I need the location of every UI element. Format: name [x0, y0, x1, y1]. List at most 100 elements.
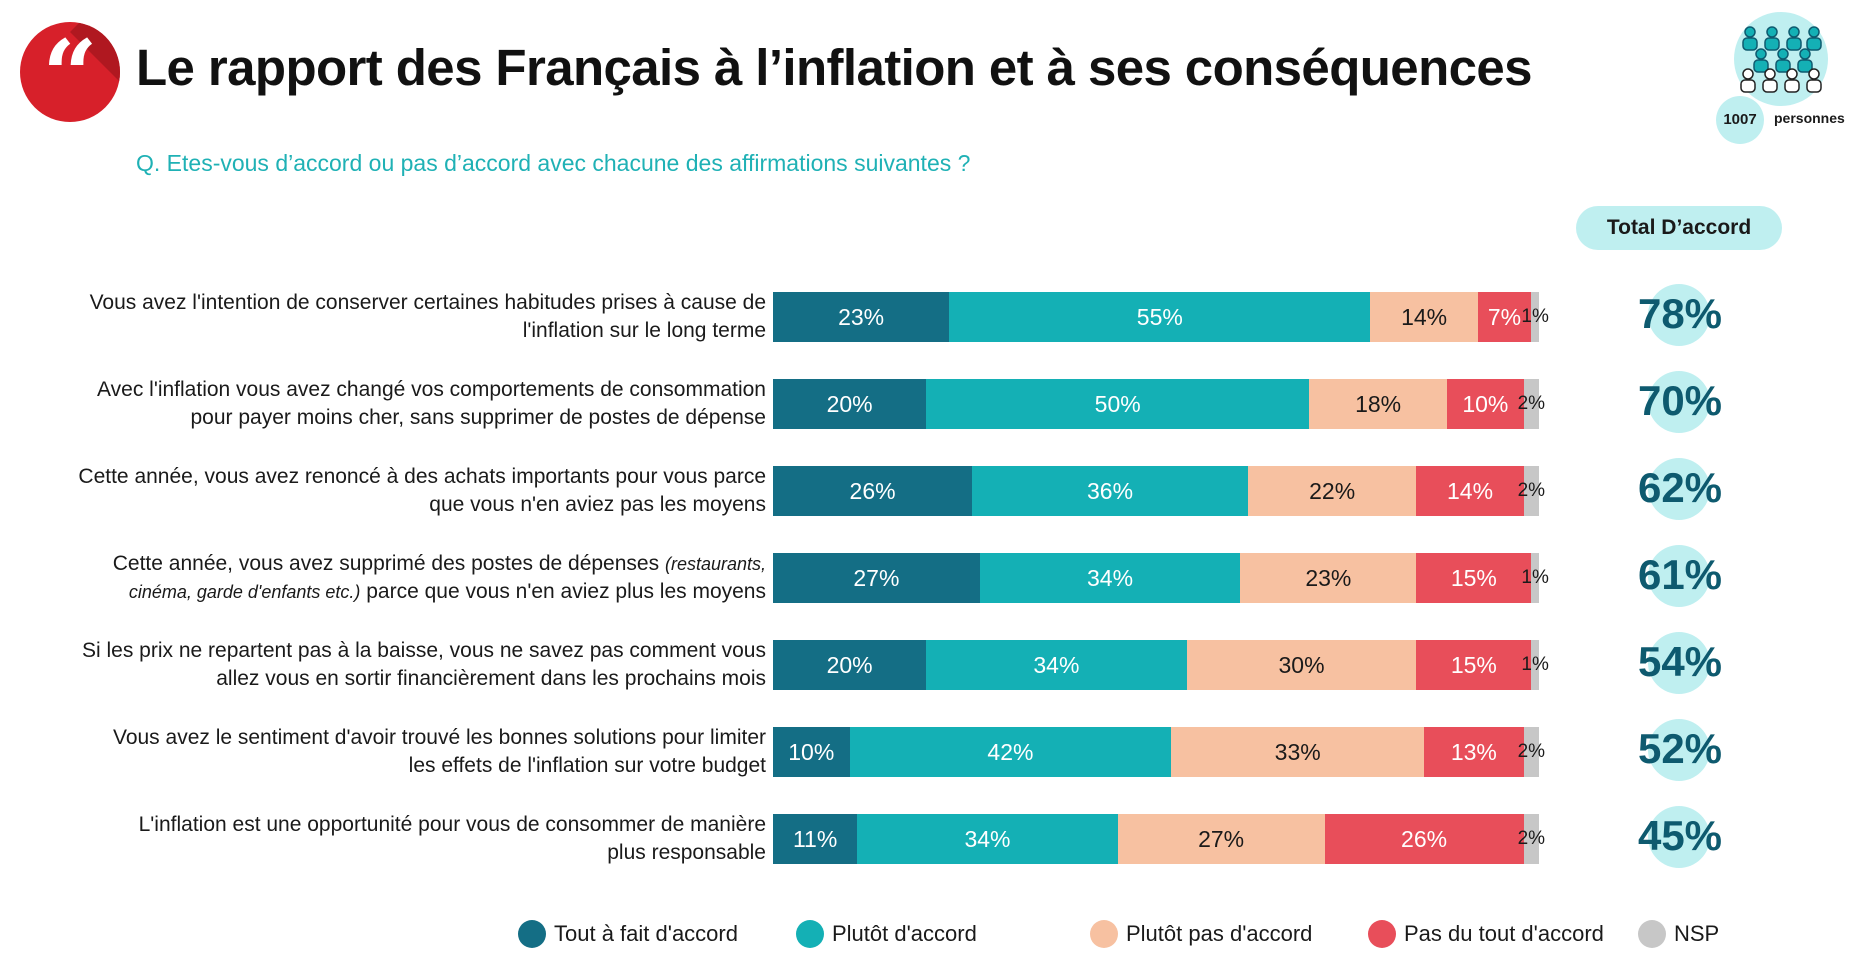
bar-segment: 34%	[857, 814, 1118, 864]
row-label: Cette année, vous avez renoncé à des ach…	[40, 463, 766, 519]
row-label-line: que vous n'en aviez pas les moyens	[429, 493, 766, 516]
bar-segment: 15%	[1416, 640, 1532, 690]
row-label-line: Avec l'inflation vous avez changé vos co…	[97, 378, 766, 401]
total-agree-value: 52%	[1637, 725, 1723, 772]
people-group-icon	[1740, 26, 1822, 93]
row-label-line: pour payer moins cher, sans supprimer de…	[190, 406, 766, 429]
bar-segment: 1%	[1521, 640, 1549, 690]
bar-segment: 14%	[1370, 292, 1478, 342]
bar-segment: 13%	[1424, 727, 1524, 777]
total-agree-value: 62%	[1637, 464, 1723, 511]
legend-item: Pas du tout d'accord	[1368, 920, 1604, 948]
stacked-bar: 10% 42% 33% 13% 2%	[773, 727, 1545, 777]
bar-segment: 1%	[1521, 553, 1549, 603]
bar-segment: 36%	[972, 466, 1248, 516]
bar-segment: 55%	[949, 292, 1371, 342]
page-title: Le rapport des Français à l’inflation et…	[136, 39, 1533, 96]
legend-item: Plutôt pas d'accord	[1090, 920, 1312, 948]
total-circle-bg	[1648, 719, 1710, 781]
row-label-line: les effets de l'inflation sur votre budg…	[408, 754, 766, 777]
bar-segment: 23%	[773, 292, 950, 342]
total-agree-value: 70%	[1637, 377, 1723, 424]
total-agree-value: 61%	[1637, 551, 1723, 598]
legend-label: NSP	[1674, 921, 1720, 946]
bar-segment: 34%	[979, 553, 1241, 603]
row-label: Cette année, vous avez supprimé des post…	[40, 550, 766, 606]
bar-segment: 23%	[1240, 553, 1417, 603]
row-label-line: Vous avez l'intention de conserver certa…	[89, 291, 766, 314]
bar-segment: 27%	[773, 553, 980, 603]
row-label-line: Si les prix ne repartent pas à la baisse…	[81, 639, 766, 662]
total-agree-value: 45%	[1637, 812, 1723, 859]
bar-segment: 18%	[1309, 379, 1448, 429]
legend-item: Plutôt d'accord	[796, 920, 977, 948]
row-label: L'inflation est une opportunité pour vou…	[40, 811, 766, 867]
legend-swatch-icon	[518, 920, 546, 948]
chart-legend: Tout à fait d'accord Plutôt d'accord Plu…	[518, 920, 1854, 960]
stacked-bar: 23% 55% 14% 7% 1%	[773, 292, 1549, 342]
row-label-line: l'inflation sur le long terme	[522, 319, 766, 342]
row-label-line: Vous avez le sentiment d'avoir trouvé le…	[112, 726, 766, 749]
row-label: Vous avez l'intention de conserver certa…	[40, 289, 766, 345]
stacked-bar: 20% 50% 18% 10% 2%	[773, 379, 1545, 429]
row-label: Vous avez le sentiment d'avoir trouvé le…	[40, 724, 766, 780]
legend-swatch-icon	[1638, 920, 1666, 948]
bar-segment: 50%	[926, 379, 1310, 429]
bar-segment: 26%	[1324, 814, 1524, 864]
bar-segment: 1%	[1521, 292, 1549, 342]
legend-label: Plutôt pas d'accord	[1126, 921, 1313, 946]
total-agree-header: Total D’accord	[1576, 206, 1782, 250]
total-circle-bg	[1648, 545, 1710, 607]
bar-segment: 22%	[1247, 466, 1417, 516]
quote-badge-icon: “	[20, 22, 120, 122]
total-agree-value: 78%	[1637, 290, 1723, 337]
stacked-bar: 26% 36% 22% 14% 2%	[773, 466, 1545, 516]
stacked-bar: 20% 34% 30% 15% 1%	[773, 640, 1549, 690]
question-subtitle: Q. Etes-vous d’accord ou pas d’accord av…	[136, 150, 971, 176]
sample-count: 1007	[1716, 96, 1764, 144]
legend-item: NSP	[1638, 920, 1719, 948]
total-circle-bg	[1648, 458, 1710, 520]
legend-swatch-icon	[796, 920, 824, 948]
bar-segment: 26%	[773, 466, 973, 516]
row-label-line: plus responsable	[607, 841, 766, 864]
legend-label: Tout à fait d'accord	[554, 921, 738, 946]
bar-segment: 20%	[773, 640, 927, 690]
bar-segment: 2%	[1518, 379, 1545, 429]
row-label-line: cinéma, garde d'enfants etc.) parce que …	[128, 580, 766, 603]
bar-segment: 10%	[1447, 379, 1524, 429]
bar-segment: 14%	[1416, 466, 1524, 516]
row-label-line: Cette année, vous avez supprimé des post…	[112, 552, 766, 575]
bar-segment: 10%	[773, 727, 850, 777]
total-agree-value: 54%	[1637, 638, 1723, 685]
total-circle-bg	[1648, 371, 1710, 433]
total-circle-bg	[1648, 632, 1710, 694]
bar-segment: 2%	[1518, 466, 1545, 516]
legend-item: Tout à fait d'accord	[518, 920, 738, 948]
row-label: Avec l'inflation vous avez changé vos co…	[40, 376, 766, 432]
sample-size-badge: 1007 personnes	[1716, 6, 1846, 144]
quote-mark: “	[42, 22, 98, 122]
legend-label: Pas du tout d'accord	[1404, 921, 1604, 946]
bar-segment: 20%	[773, 379, 927, 429]
total-circle-bg	[1648, 284, 1710, 346]
bar-segment: 7%	[1477, 292, 1532, 342]
bar-segment: 33%	[1171, 727, 1425, 777]
row-label-line: L'inflation est une opportunité pour vou…	[138, 813, 766, 836]
bar-segment: 42%	[849, 727, 1172, 777]
legend-swatch-icon	[1090, 920, 1118, 948]
legend-swatch-icon	[1368, 920, 1396, 948]
bar-segment: 11%	[773, 814, 858, 864]
total-circle-bg	[1648, 806, 1710, 868]
legend-label: Plutôt d'accord	[832, 921, 977, 946]
stacked-bar: 11% 34% 27% 26% 2%	[773, 814, 1545, 864]
row-label-line: Cette année, vous avez renoncé à des ach…	[78, 465, 766, 488]
bar-segment: 30%	[1186, 640, 1417, 690]
bar-segment: 15%	[1416, 553, 1532, 603]
bar-segment: 2%	[1518, 814, 1545, 864]
bar-segment: 27%	[1117, 814, 1325, 864]
row-label-line: allez vous en sortir financièrement dans…	[216, 667, 766, 690]
bar-segment: 34%	[926, 640, 1187, 690]
stacked-bar: 27% 34% 23% 15% 1%	[773, 553, 1549, 603]
row-label: Si les prix ne repartent pas à la baisse…	[40, 637, 766, 693]
